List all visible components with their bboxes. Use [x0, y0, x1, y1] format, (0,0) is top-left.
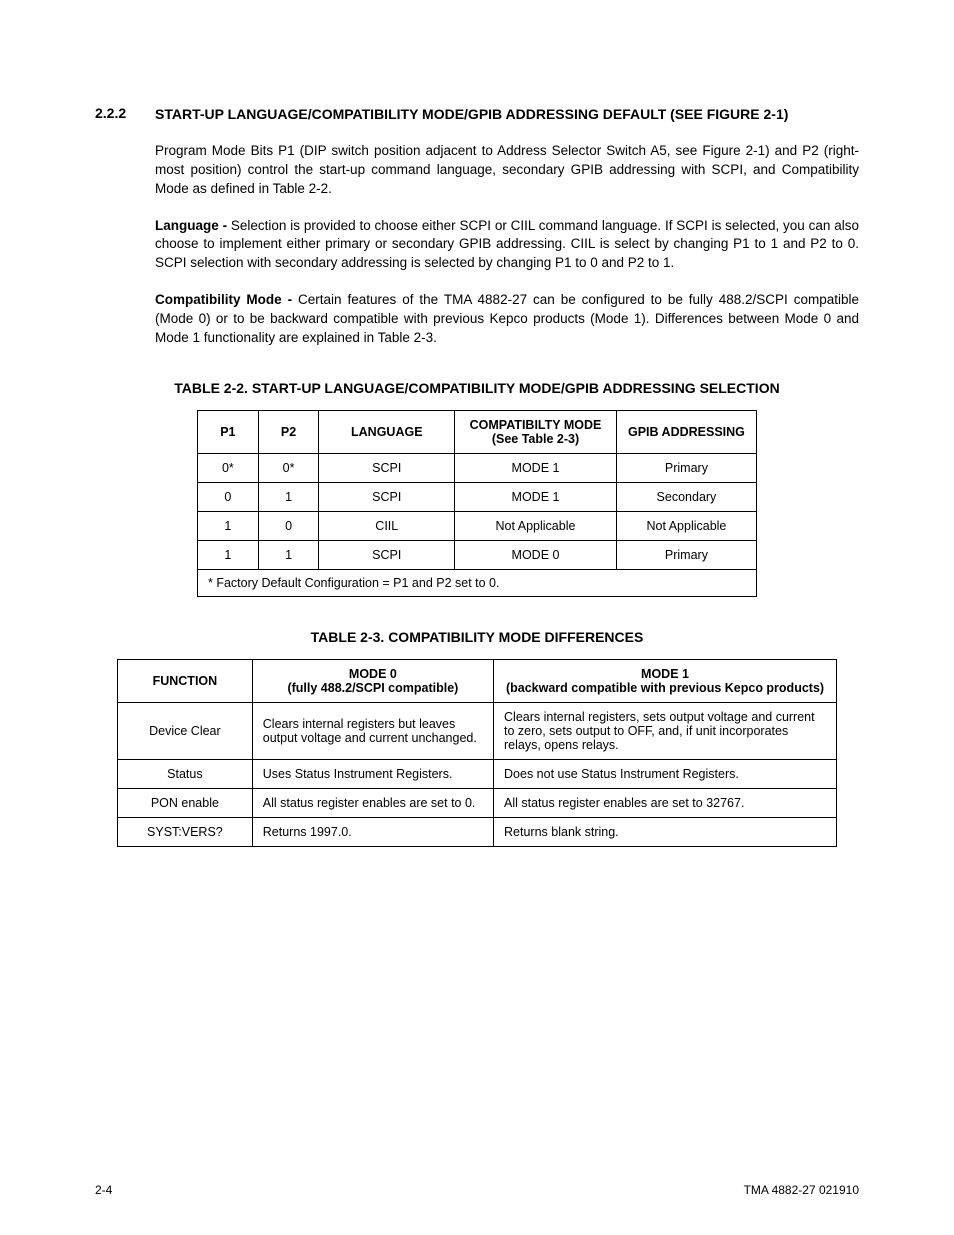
table-row: P1 P2 LANGUAGE COMPATIBILTY MODE (See Ta…	[198, 410, 757, 453]
cell-compat: MODE 1	[455, 453, 617, 482]
col-header-mode0: MODE 0 (fully 488.2/SCPI compatible)	[252, 659, 493, 702]
cell-mode0: Uses Status Instrument Registers.	[252, 759, 493, 788]
page-footer: 2-4 TMA 4882-27 021910	[95, 1183, 859, 1197]
table-row: Status Uses Status Instrument Registers.…	[118, 759, 837, 788]
cell-lang: SCPI	[319, 540, 455, 569]
paragraph-intro: Program Mode Bits P1 (DIP switch positio…	[155, 142, 859, 199]
paragraph-compat: Compatibility Mode - Certain features of…	[155, 291, 859, 348]
doc-id: TMA 4882-27 021910	[744, 1183, 859, 1197]
cell-mode1: Does not use Status Instrument Registers…	[494, 759, 837, 788]
cell-compat: MODE 0	[455, 540, 617, 569]
paragraph-language: Language - Selection is provided to choo…	[155, 217, 859, 274]
col-header-gpib: GPIB ADDRESSING	[616, 410, 756, 453]
cell-mode1: Clears internal registers, sets output v…	[494, 702, 837, 759]
cell-p1: 0*	[198, 453, 259, 482]
cell-gpib: Primary	[616, 540, 756, 569]
table-row: 0* 0* SCPI MODE 1 Primary	[198, 453, 757, 482]
cell-mode1: All status register enables are set to 3…	[494, 788, 837, 817]
compat-lead: Compatibility Mode -	[155, 292, 298, 307]
table-2-3-caption: TABLE 2-3. COMPATIBILITY MODE DIFFERENCE…	[95, 629, 859, 645]
cell-p2: 0*	[258, 453, 319, 482]
cell-p1: 0	[198, 482, 259, 511]
cell-lang: SCPI	[319, 482, 455, 511]
language-rest: Selection is provided to choose either S…	[155, 218, 859, 271]
col-header-language: LANGUAGE	[319, 410, 455, 453]
cell-compat: MODE 1	[455, 482, 617, 511]
table-2-2: P1 P2 LANGUAGE COMPATIBILTY MODE (See Ta…	[197, 410, 757, 597]
mode0-sub: (fully 488.2/SCPI compatible)	[287, 681, 458, 695]
cell-p2: 1	[258, 482, 319, 511]
language-lead: Language -	[155, 218, 231, 233]
cell-mode0: Clears internal registers but leaves out…	[252, 702, 493, 759]
cell-gpib: Not Applicable	[616, 511, 756, 540]
table-row: Device Clear Clears internal registers b…	[118, 702, 837, 759]
cell-p1: 1	[198, 540, 259, 569]
table-2-2-caption: TABLE 2-2. START-UP LANGUAGE/COMPATIBILI…	[95, 380, 859, 396]
cell-p1: 1	[198, 511, 259, 540]
col-header-function: FUNCTION	[118, 659, 253, 702]
page: 2.2.2 START-UP LANGUAGE/COMPATIBILITY MO…	[0, 0, 954, 1235]
compat-header-top: COMPATIBILTY MODE	[470, 418, 602, 432]
col-header-mode1: MODE 1 (backward compatible with previou…	[494, 659, 837, 702]
table-row: FUNCTION MODE 0 (fully 488.2/SCPI compat…	[118, 659, 837, 702]
cell-p2: 1	[258, 540, 319, 569]
mode0-top: MODE 0	[349, 667, 397, 681]
col-header-compat: COMPATIBILTY MODE (See Table 2-3)	[455, 410, 617, 453]
col-header-p1: P1	[198, 410, 259, 453]
cell-gpib: Secondary	[616, 482, 756, 511]
cell-lang: CIIL	[319, 511, 455, 540]
mode1-sub: (backward compatible with previous Kepco…	[506, 681, 824, 695]
cell-lang: SCPI	[319, 453, 455, 482]
table-2-3: FUNCTION MODE 0 (fully 488.2/SCPI compat…	[117, 659, 837, 847]
cell-mode0: All status register enables are set to 0…	[252, 788, 493, 817]
cell-compat: Not Applicable	[455, 511, 617, 540]
table-2-2-footnote: * Factory Default Configuration = P1 and…	[198, 569, 757, 596]
table-row: * Factory Default Configuration = P1 and…	[198, 569, 757, 596]
section-heading-row: 2.2.2 START-UP LANGUAGE/COMPATIBILITY MO…	[95, 105, 859, 124]
page-number: 2-4	[95, 1183, 112, 1197]
col-header-p2: P2	[258, 410, 319, 453]
table-row: SYST:VERS? Returns 1997.0. Returns blank…	[118, 817, 837, 846]
table-row: 0 1 SCPI MODE 1 Secondary	[198, 482, 757, 511]
cell-gpib: Primary	[616, 453, 756, 482]
table-row: 1 0 CIIL Not Applicable Not Applicable	[198, 511, 757, 540]
cell-mode0: Returns 1997.0.	[252, 817, 493, 846]
section-number: 2.2.2	[95, 105, 155, 124]
compat-header-sub: (See Table 2-3)	[492, 432, 579, 446]
section-title: START-UP LANGUAGE/COMPATIBILITY MODE/GPI…	[155, 105, 788, 124]
cell-p2: 0	[258, 511, 319, 540]
table-row: 1 1 SCPI MODE 0 Primary	[198, 540, 757, 569]
cell-mode1: Returns blank string.	[494, 817, 837, 846]
cell-function: SYST:VERS?	[118, 817, 253, 846]
cell-function: PON enable	[118, 788, 253, 817]
cell-function: Status	[118, 759, 253, 788]
mode1-top: MODE 1	[641, 667, 689, 681]
table-row: PON enable All status register enables a…	[118, 788, 837, 817]
cell-function: Device Clear	[118, 702, 253, 759]
